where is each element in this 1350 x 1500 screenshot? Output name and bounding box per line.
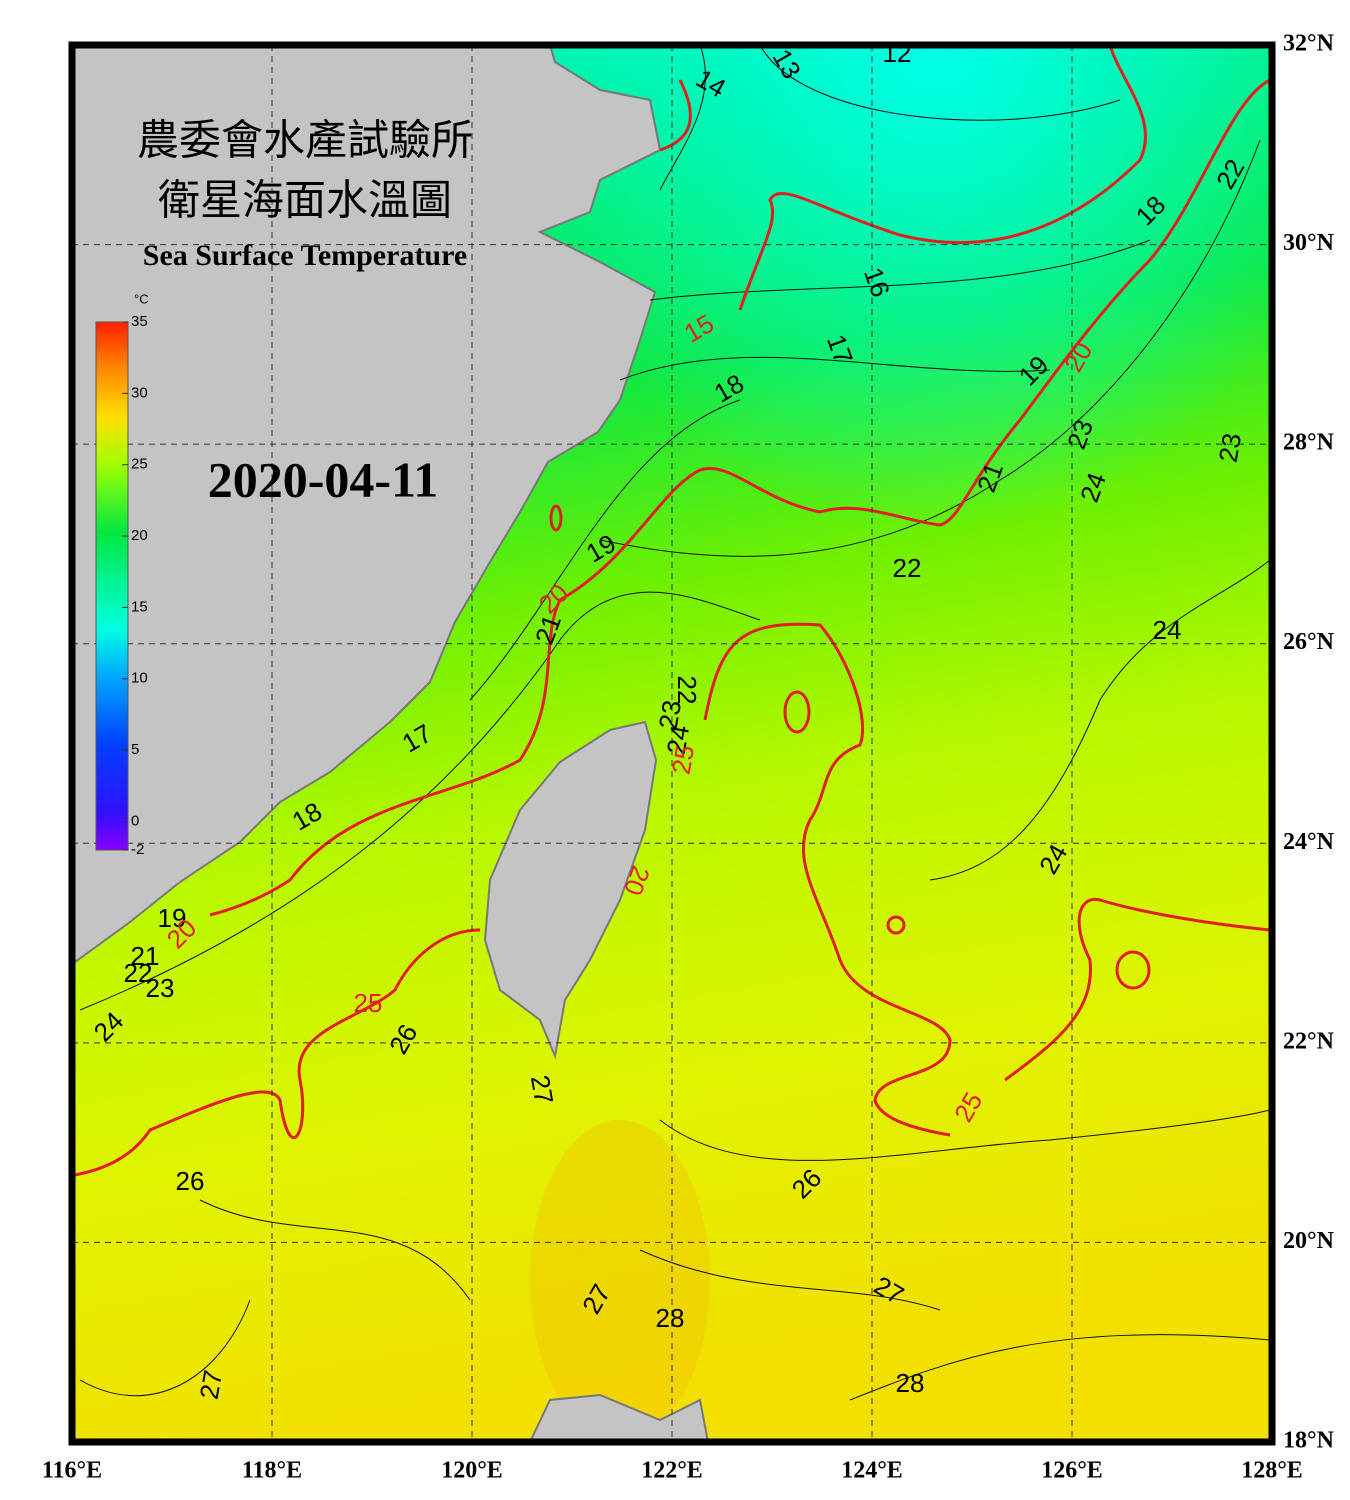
- y-tick-label: 22°N: [1283, 1028, 1335, 1054]
- isotherm: [199, 1199, 471, 1301]
- contour-label: 19: [158, 903, 187, 933]
- isotherm-15: [659, 79, 692, 152]
- isotherm-25: [703, 622, 952, 1137]
- warm-patch: [530, 1120, 710, 1440]
- y-tick-label: 24°N: [1283, 829, 1335, 855]
- isotherm-loop: [1115, 950, 1151, 990]
- contour-label: 12: [883, 38, 912, 68]
- isotherm: [659, 45, 706, 191]
- colorbar-tick-label: 5: [131, 741, 139, 758]
- colorbar-unit: °C: [134, 291, 149, 306]
- isotherm: [599, 139, 1261, 557]
- colorbar-tick-label: 35: [131, 313, 148, 330]
- y-tick-label: 32°N: [1283, 31, 1335, 57]
- x-tick-label: 124°E: [841, 1458, 903, 1484]
- isotherm: [469, 399, 741, 701]
- y-tick-label: 28°N: [1283, 430, 1335, 456]
- isotherm-25: [74, 928, 481, 1177]
- colorbar-tick-label: 30: [131, 384, 148, 401]
- contour-label: 25: [354, 988, 383, 1018]
- contour-label: 21: [131, 941, 160, 971]
- colorbar-tick-label: 0: [131, 812, 139, 829]
- contour-label: 25: [666, 743, 701, 777]
- contour-label: 26: [176, 1166, 205, 1196]
- colorbar-tick-label: -2: [131, 841, 144, 858]
- y-tick-label: 30°N: [1283, 230, 1335, 256]
- contour-label: 22: [124, 958, 153, 988]
- contour-label: 27: [525, 1073, 560, 1107]
- contour-label: 23: [146, 973, 175, 1003]
- isotherm-15: [738, 45, 1147, 311]
- y-tick-label: 18°N: [1283, 1428, 1335, 1454]
- contour-label: 22: [672, 676, 702, 705]
- colorbar-tick-label: 10: [131, 670, 148, 687]
- isotherm: [759, 45, 1121, 121]
- title-en: Sea Surface Temperature: [143, 239, 467, 272]
- date: 2020-04-11: [208, 451, 439, 507]
- contour-label: 22: [893, 553, 922, 583]
- contour-label: 24: [661, 723, 696, 757]
- colorbar-tick-label: 25: [131, 456, 148, 473]
- contour-label: 23: [1213, 431, 1248, 465]
- isotherm: [649, 239, 1151, 301]
- x-tick-label: 126°E: [1041, 1458, 1103, 1484]
- colorbar-tick-label: 15: [131, 598, 148, 615]
- y-tick-label: 26°N: [1283, 629, 1335, 655]
- isotherms: [79, 45, 1271, 1401]
- x-tick-label: 122°E: [641, 1458, 703, 1484]
- isotherm: [79, 1299, 251, 1397]
- isotherm: [929, 559, 1271, 881]
- isotherm-20: [209, 78, 1271, 917]
- isotherm: [849, 1334, 1271, 1401]
- map-frame: [68, 41, 1276, 1446]
- x-tick-label: 120°E: [441, 1458, 503, 1484]
- isotherm-25: [1004, 897, 1271, 1082]
- y-tick-label: 20°N: [1283, 1228, 1335, 1254]
- contour-label: 27: [194, 1368, 229, 1402]
- x-tick-label: 128°E: [1241, 1458, 1303, 1484]
- contour-label: 23: [653, 698, 688, 732]
- graticule: [72, 45, 1272, 1442]
- colorbar-tick-label: 20: [131, 527, 148, 544]
- x-tick-label: 116°E: [42, 1458, 102, 1484]
- contour-label: 28: [656, 1303, 685, 1333]
- isotherm-loop: [886, 915, 906, 935]
- axes: 116°E 118°E 120°E 122°E 124°E 126°E 128°E 32°N 3…: [42, 31, 1335, 1484]
- x-tick-label: 118°E: [242, 1458, 302, 1484]
- isotherm: [639, 1249, 941, 1311]
- contour-label: 24: [1153, 615, 1182, 645]
- taiwan: [483, 720, 658, 1060]
- isotherm-loop: [783, 690, 811, 734]
- china-land: [72, 45, 662, 963]
- title-zh: 農委會水產試驗所: [137, 118, 473, 165]
- colorbar-ticks: 35 30 25 20 15 10 5 0 -2: [122, 313, 148, 858]
- isotherm: [659, 1109, 1271, 1161]
- title-zh: 衛星海面水溫圖: [158, 179, 452, 225]
- isotherm-loop: [549, 504, 563, 532]
- colorbar: [95, 321, 129, 851]
- luzon: [528, 1393, 710, 1442]
- red-isotherms: [74, 45, 1271, 1177]
- isotherm: [619, 356, 1051, 381]
- isotherm: [79, 591, 761, 1011]
- contour-label: 28: [896, 1368, 925, 1398]
